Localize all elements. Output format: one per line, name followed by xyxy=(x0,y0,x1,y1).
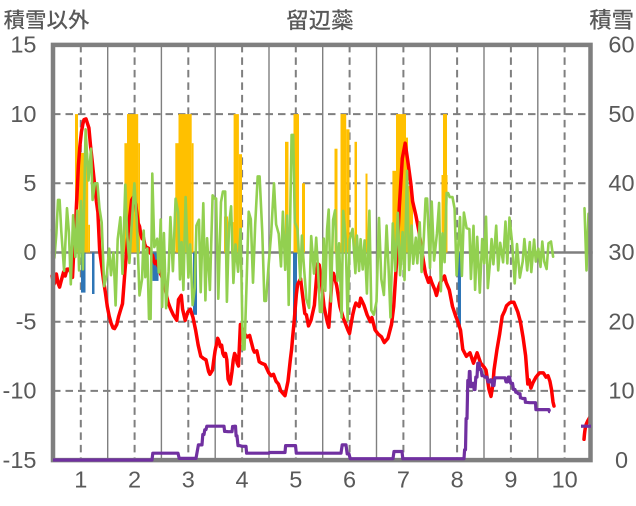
svg-text:0: 0 xyxy=(615,447,628,473)
svg-text:-5: -5 xyxy=(16,308,37,334)
svg-text:2: 2 xyxy=(128,467,141,493)
svg-text:0: 0 xyxy=(23,239,36,265)
svg-text:3: 3 xyxy=(182,467,195,493)
svg-text:-15: -15 xyxy=(3,447,37,473)
svg-text:10: 10 xyxy=(552,467,578,493)
svg-text:-10: -10 xyxy=(3,378,37,404)
svg-text:20: 20 xyxy=(608,308,634,334)
svg-text:1: 1 xyxy=(74,467,87,493)
svg-text:10: 10 xyxy=(10,101,36,127)
svg-text:30: 30 xyxy=(608,239,634,265)
svg-text:7: 7 xyxy=(397,467,410,493)
svg-text:10: 10 xyxy=(608,378,634,404)
svg-text:40: 40 xyxy=(608,170,634,196)
svg-text:6: 6 xyxy=(343,467,356,493)
svg-text:9: 9 xyxy=(504,467,517,493)
svg-text:5: 5 xyxy=(23,170,36,196)
svg-text:8: 8 xyxy=(451,467,464,493)
svg-text:60: 60 xyxy=(608,32,634,58)
svg-text:50: 50 xyxy=(608,101,634,127)
svg-text:5: 5 xyxy=(289,467,302,493)
svg-text:15: 15 xyxy=(10,32,36,58)
svg-text:4: 4 xyxy=(236,467,249,493)
